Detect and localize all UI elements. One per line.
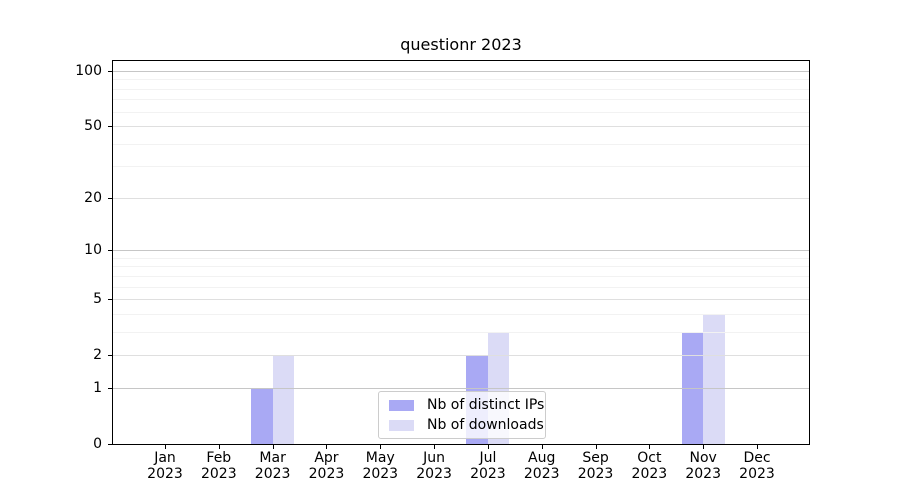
x-tick-label: Oct 2023 [631, 450, 668, 482]
x-tick-label: May 2023 [362, 450, 399, 482]
gridline-minor [113, 286, 809, 288]
x-tick-mark [272, 445, 274, 449]
gridline-minor [113, 275, 809, 277]
gridline [113, 299, 809, 301]
gridline-minor [113, 266, 809, 268]
x-tick-mark [380, 445, 382, 449]
x-tick-label: Dec 2023 [739, 450, 775, 482]
bar [272, 355, 295, 444]
gridline [113, 355, 809, 357]
x-tick-mark [649, 445, 651, 449]
legend-swatch-downloads [389, 419, 414, 431]
y-tick-label: 1 [93, 379, 102, 396]
y-tick-mark [108, 444, 112, 445]
bar [703, 313, 725, 444]
y-tick-label: 2 [93, 347, 102, 364]
x-tick-label: Aug 2023 [523, 450, 560, 482]
legend-item-downloads: Nb of downloads [389, 416, 545, 433]
x-tick-mark [326, 445, 328, 449]
x-tick-mark [703, 445, 705, 449]
gridline [113, 197, 809, 199]
y-tick-label: 100 [75, 62, 102, 79]
y-tick-mark [108, 70, 112, 72]
y-tick-mark [108, 387, 112, 389]
x-tick-label: Mar 2023 [254, 450, 291, 482]
chart-title: questionr 2023 [400, 35, 522, 54]
y-tick-mark [108, 126, 112, 128]
y-tick-mark [108, 355, 112, 357]
x-tick-label: Feb 2023 [200, 450, 237, 482]
bar [251, 387, 273, 444]
gridline-minor [113, 257, 809, 259]
gridline [113, 387, 809, 389]
x-tick-mark [595, 445, 597, 449]
y-tick-label: 0 [93, 436, 102, 452]
gridline-minor [113, 88, 809, 90]
y-tick-label: 5 [93, 291, 102, 308]
gridline-minor [113, 331, 809, 333]
y-tick-label: 20 [84, 189, 102, 206]
y-tick-mark [108, 299, 112, 301]
gridline-minor [113, 313, 809, 315]
x-tick-mark [487, 445, 489, 449]
legend-swatch-distinct-ips [389, 399, 414, 411]
x-tick-mark [541, 445, 543, 449]
y-tick-mark [108, 197, 112, 199]
gridline-minor [113, 166, 809, 168]
y-tick-label: 50 [84, 118, 102, 135]
legend-label-downloads: Nb of downloads [427, 416, 544, 433]
x-tick-label: Nov 2023 [685, 450, 721, 482]
x-tick-mark [434, 445, 436, 449]
y-tick-label: 10 [84, 242, 102, 259]
plot-area [112, 60, 810, 445]
x-tick-label: Sep 2023 [577, 450, 614, 482]
y-tick-mark [108, 250, 112, 252]
gridline-minor [113, 143, 809, 145]
gridline [113, 70, 809, 72]
gridline-minor [113, 79, 809, 81]
x-tick-mark [218, 445, 220, 449]
x-tick-label: Apr 2023 [308, 450, 345, 482]
x-tick-label: Jun 2023 [416, 450, 452, 482]
gridline [113, 250, 809, 252]
legend-label-distinct-ips: Nb of distinct IPs [427, 396, 545, 413]
x-tick-mark [757, 445, 758, 449]
x-tick-label: Jul 2023 [470, 450, 506, 482]
gridline [113, 126, 809, 128]
x-tick-mark [165, 445, 166, 449]
legend-item-distinct-ips: Nb of distinct IPs [389, 396, 545, 413]
gridline-minor [113, 111, 809, 113]
x-tick-label: Jan 2023 [147, 450, 183, 482]
gridline-minor [113, 99, 809, 101]
legend: Nb of distinct IPs Nb of downloads [378, 391, 546, 439]
